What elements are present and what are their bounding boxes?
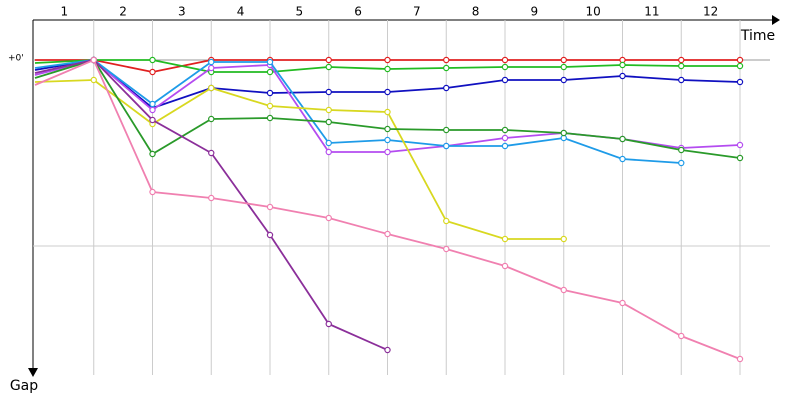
- point: [678, 62, 685, 70]
- point: [384, 136, 391, 144]
- point: [560, 63, 567, 71]
- point: [678, 146, 685, 154]
- point: [678, 332, 685, 340]
- point: [384, 230, 391, 238]
- point: [443, 64, 450, 72]
- point: [736, 154, 744, 162]
- point: [384, 148, 391, 156]
- point: [560, 76, 567, 84]
- y-axis-arrow: [28, 368, 38, 377]
- x-tick-label: 9: [531, 5, 539, 19]
- point: [325, 148, 332, 156]
- point: [619, 299, 626, 307]
- point: [443, 217, 450, 225]
- point: [384, 108, 391, 116]
- x-tick-label: 1: [61, 5, 69, 19]
- point: [266, 58, 274, 66]
- point: [619, 61, 626, 69]
- point: [149, 100, 156, 108]
- point: [384, 346, 391, 354]
- point: [266, 102, 274, 110]
- point: [560, 286, 567, 294]
- point: [208, 84, 215, 92]
- point: [443, 126, 450, 134]
- point: [149, 68, 156, 76]
- series-line: [34, 59, 682, 164]
- point: [384, 125, 391, 133]
- point: [678, 76, 685, 84]
- point: [501, 126, 509, 134]
- point: [325, 56, 332, 64]
- point: [384, 65, 391, 73]
- point: [501, 142, 509, 150]
- point: [736, 62, 744, 70]
- point: [325, 118, 332, 126]
- point: [90, 76, 97, 84]
- point: [208, 149, 215, 157]
- point: [501, 56, 509, 64]
- x-axis-arrow: [772, 15, 780, 25]
- point: [266, 68, 274, 76]
- point: [560, 235, 567, 243]
- point: [90, 56, 97, 64]
- point: [266, 114, 274, 122]
- point: [443, 245, 450, 253]
- point: [501, 235, 509, 243]
- x-tick-label: 11: [644, 5, 659, 19]
- series-line: [34, 79, 564, 240]
- point: [149, 106, 156, 114]
- point: [736, 355, 744, 363]
- point: [501, 63, 509, 71]
- point: [619, 72, 626, 80]
- point: [736, 78, 744, 86]
- point: [325, 214, 332, 222]
- point: [325, 320, 332, 328]
- point: [149, 116, 156, 124]
- x-tick-label: 3: [178, 5, 186, 19]
- point: [208, 58, 215, 66]
- point: [736, 56, 744, 64]
- y-axis-label: Gap: [10, 378, 38, 394]
- point: [325, 139, 332, 147]
- point: [149, 56, 156, 64]
- point: [384, 56, 391, 64]
- point: [208, 115, 215, 123]
- point: [149, 150, 156, 158]
- x-tick-label: 8: [472, 5, 480, 19]
- x-tick-label: 10: [585, 5, 600, 19]
- point: [736, 141, 744, 149]
- point: [501, 262, 509, 270]
- x-axis-label: Time: [740, 28, 775, 44]
- point: [443, 142, 450, 150]
- point: [619, 135, 626, 143]
- x-tick-label: 4: [237, 5, 245, 19]
- x-tick-label: 12: [703, 5, 718, 19]
- point: [501, 76, 509, 84]
- point: [208, 194, 215, 202]
- point: [501, 134, 509, 142]
- point: [443, 84, 450, 92]
- point: [384, 88, 391, 96]
- y-tick-label: +0': [8, 54, 24, 64]
- point: [560, 129, 567, 137]
- point: [560, 56, 567, 64]
- x-tick-label: 5: [296, 5, 304, 19]
- point: [208, 64, 215, 72]
- point: [443, 56, 450, 64]
- point: [678, 56, 685, 64]
- point: [325, 106, 332, 114]
- point: [325, 63, 332, 71]
- point: [149, 188, 156, 196]
- point: [266, 89, 274, 97]
- point: [266, 203, 274, 211]
- x-tick-label: 7: [413, 5, 421, 19]
- point: [619, 155, 626, 163]
- x-tick-label: 2: [119, 5, 127, 19]
- point: [678, 159, 685, 167]
- x-tick-label: 6: [354, 5, 362, 19]
- point: [266, 231, 274, 239]
- point: [325, 88, 332, 96]
